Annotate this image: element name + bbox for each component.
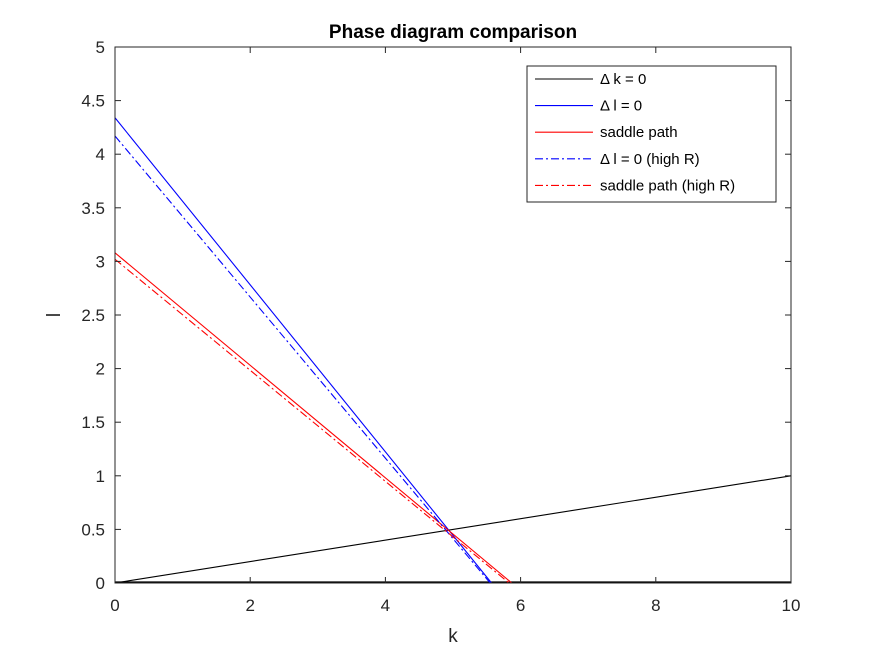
y-tick-label: 3.5: [81, 199, 105, 218]
x-tick-label: 10: [782, 596, 801, 615]
legend-entry-label: Δ l = 0 (high R): [600, 151, 700, 168]
x-tick-label: 0: [110, 596, 119, 615]
y-tick-label: 0: [96, 574, 105, 593]
y-tick-label: 3: [96, 252, 105, 271]
y-tick-label: 0.5: [81, 520, 105, 539]
x-axis-label: k: [448, 626, 458, 647]
series-line-3: [114, 252, 513, 584]
legend-entry-label: Δ k = 0: [600, 71, 646, 88]
y-tick-label: 2: [96, 360, 105, 379]
legend-entry-label: saddle path (high R): [600, 177, 735, 194]
x-tick-label: 2: [245, 596, 254, 615]
series-layer: [114, 117, 792, 584]
legend: Δ k = 0 Δ l = 0 saddle path Δ l = 0 (high R…: [526, 65, 777, 203]
y-axis-label: l: [44, 313, 65, 317]
y-tick-label: 4: [96, 145, 105, 164]
series-line-1: [114, 475, 792, 584]
x-tick-label: 6: [516, 596, 525, 615]
y-tick-label: 2.5: [81, 306, 105, 325]
ticks-layer: 0 2 4 6 8 10 0 0.5 1 1.5 2 2.5 3 3.5 4 4.5 5: [81, 38, 800, 615]
series-line-5: [114, 258, 510, 584]
legend-box: [526, 65, 777, 203]
legend-entry-label: Δ l = 0: [600, 98, 642, 115]
x-tick-label: 4: [381, 596, 390, 615]
y-tick-label: 5: [96, 38, 105, 57]
legend-entry-label: saddle path: [600, 124, 678, 141]
y-tick-label: 4.5: [81, 92, 105, 111]
x-tick-label: 8: [651, 596, 660, 615]
y-tick-label: 1: [96, 467, 105, 486]
series-line-4: [114, 135, 491, 584]
chart-title: Phase diagram comparison: [329, 22, 577, 43]
series-line-2: [114, 117, 492, 584]
y-tick-label: 1.5: [81, 413, 105, 432]
